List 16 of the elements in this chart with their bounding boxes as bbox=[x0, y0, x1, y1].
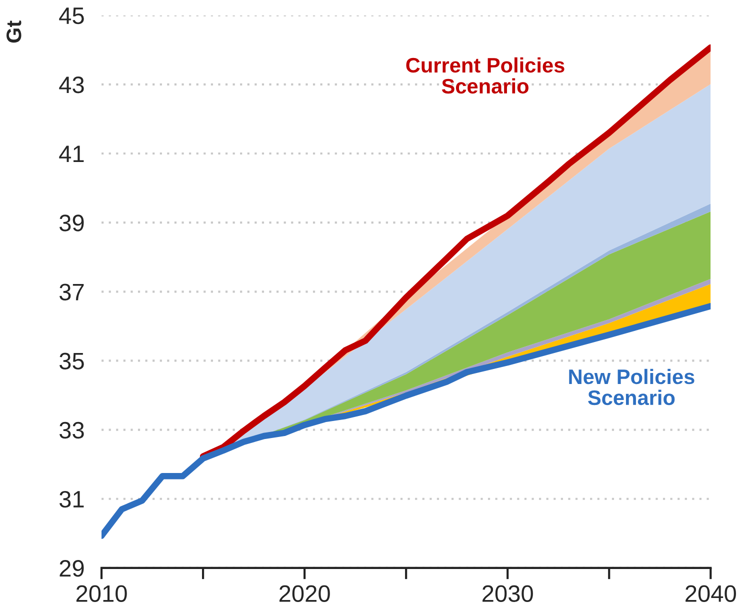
x-tick-label: 2010 bbox=[76, 585, 127, 602]
y-tick-label: 33 bbox=[59, 422, 84, 439]
x-tick-label: 2040 bbox=[686, 585, 736, 602]
y-tick-label: 31 bbox=[59, 490, 84, 508]
y-tick-label: 41 bbox=[59, 146, 84, 162]
y-tick-label: 39 bbox=[59, 214, 84, 232]
text: Current Policies Scenario bbox=[406, 57, 564, 94]
x-tick-label: 2030 bbox=[482, 585, 533, 602]
y-tick-label: 37 bbox=[59, 284, 84, 300]
x-tick-label: 2020 bbox=[279, 585, 330, 602]
y-tick-label: 29 bbox=[60, 560, 84, 577]
y-axis-title: Gt bbox=[6, 20, 22, 43]
y-tick-label: 45 bbox=[59, 8, 84, 24]
y-tick-label: 35 bbox=[59, 352, 84, 370]
series-label: New Policies Scenario bbox=[569, 368, 694, 406]
y-tick-label: 43 bbox=[59, 76, 84, 94]
